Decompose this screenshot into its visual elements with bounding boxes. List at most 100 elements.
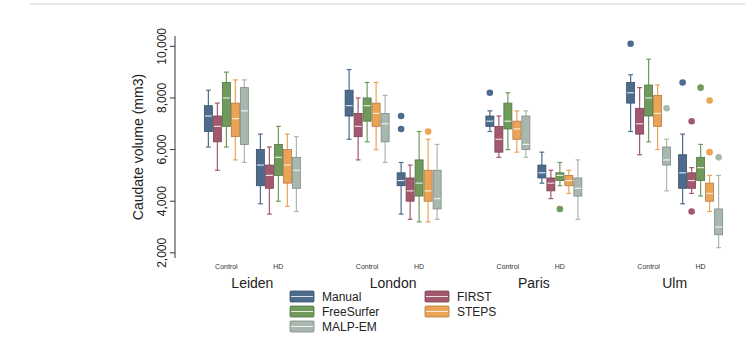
lower-cap [258,203,263,204]
box-plot [627,40,635,131]
lower-cap [539,183,544,184]
median [547,183,554,184]
lower-cap [548,198,553,199]
box [256,150,264,186]
box-plot [697,84,705,196]
box [222,82,230,126]
box-plot [292,137,300,212]
box-plot [654,85,662,150]
median [364,105,371,106]
median [284,164,291,165]
box-plot [222,72,230,147]
lower-cap [267,214,272,215]
lower-cap [514,152,519,153]
y-tick-label: 2,000 [155,237,169,267]
category-label: HD [273,263,283,270]
median [538,172,545,173]
upper-cap [698,144,703,145]
box [397,173,405,186]
box-plot [513,111,521,152]
lower-cap [365,141,370,142]
median [565,180,572,181]
lower-whisker [296,188,297,211]
box-plot [424,128,432,222]
y-tick [170,201,175,202]
legend-swatch-median [291,311,313,312]
box-plot [495,116,503,157]
box [679,155,687,189]
lower-cap [637,154,642,155]
box [354,113,362,136]
box [556,173,564,181]
upper-cap [435,144,440,145]
upper-whisker [657,85,658,95]
site-label: London [370,275,417,291]
boxes [204,40,722,247]
box-plot [645,59,653,142]
upper-cap [680,133,685,134]
box-plot [486,89,494,131]
lower-whisker [235,137,236,160]
outlier [688,208,695,215]
median [697,167,704,168]
lower-whisker [666,165,667,191]
outlier [487,89,494,96]
box-plot [715,154,723,248]
upper-whisker [410,165,411,178]
box [240,88,248,145]
box-plot [406,165,414,219]
upper-whisker [349,70,350,91]
upper-cap [258,133,263,134]
upper-cap [514,110,519,111]
upper-cap [655,84,660,85]
box [636,108,644,134]
box-plot [265,147,273,214]
category-label: Control [637,263,660,270]
median [706,193,713,194]
lower-cap [664,190,669,191]
lower-whisker [657,126,658,149]
legend-swatch [290,306,314,317]
median [688,180,695,181]
outlier [706,97,713,104]
upper-cap [365,82,370,83]
box-plot [547,170,555,198]
box [495,126,503,152]
lower-cap [496,157,501,158]
box-plot [283,134,291,206]
upper-whisker [296,137,297,158]
lower-cap [523,157,528,158]
box [688,173,696,188]
lower-whisker [718,235,719,248]
lower-whisker [489,126,490,131]
lower-cap [680,203,685,204]
legend-swatch-median [426,296,448,297]
outlier [688,118,695,125]
lower-cap [557,185,562,186]
y-axis-title: Caudate volume (mm3) [130,74,146,220]
box-plot [556,162,564,212]
upper-whisker [709,175,710,183]
median [223,97,230,98]
box-plot [538,152,546,183]
legend-swatch [290,321,314,332]
upper-cap [646,59,651,60]
upper-cap [539,152,544,153]
upper-cap [294,136,299,137]
lower-whisker [376,126,377,149]
upper-whisker [682,134,683,155]
box [424,170,432,201]
box [372,103,380,126]
site-label: Leiden [231,275,273,291]
legend-label: FIRST [457,290,492,304]
lower-whisker [269,188,270,214]
box [504,103,512,129]
box-plot [256,134,264,204]
box [406,178,414,201]
site-label: Paris [518,275,550,291]
upper-whisker [244,80,245,88]
median [407,190,414,191]
y-tick-label: 8,000 [155,83,169,113]
box [265,165,273,188]
median [355,126,362,127]
